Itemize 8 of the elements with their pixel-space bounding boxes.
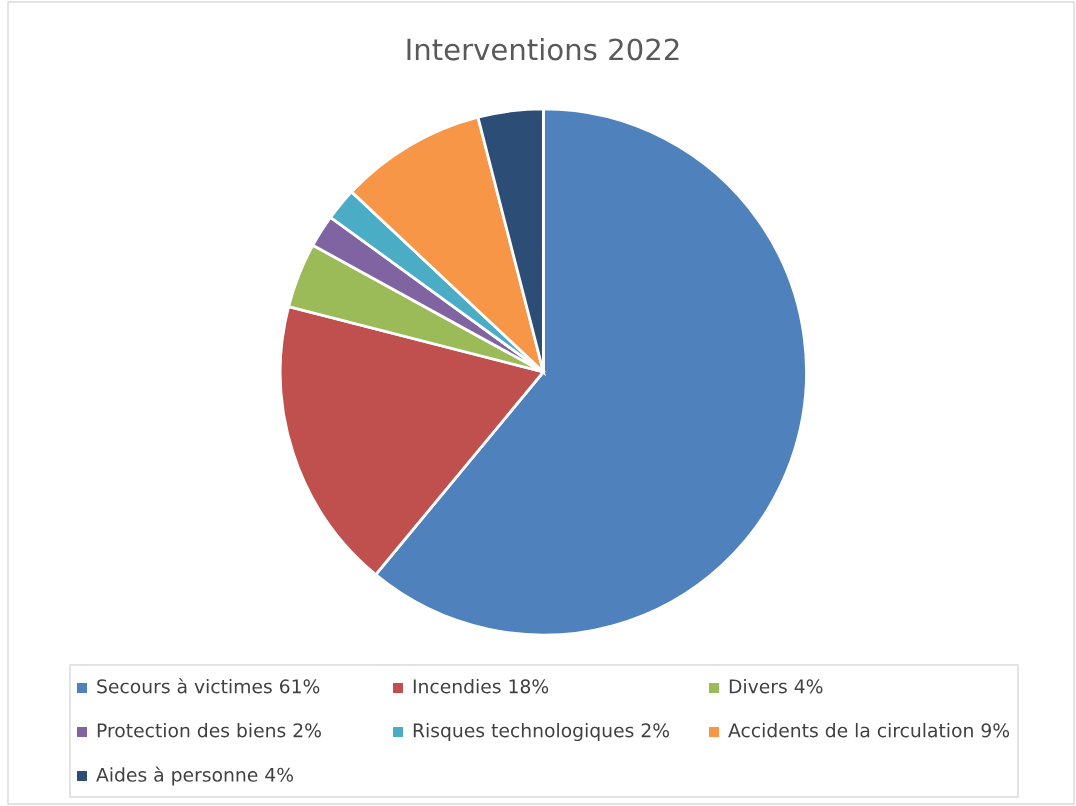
legend-label: Aides à personne 4%: [96, 766, 294, 786]
legend-label: Divers 4%: [729, 678, 823, 694]
legend-label: Incendies 18%: [413, 678, 549, 694]
chart-title: Interventions 2022: [407, 37, 679, 61]
legend-label: Accidents de la circulation 9%: [728, 722, 1010, 738]
legend-label: Risques technologiques 2%: [413, 722, 670, 742]
legend-label: Secours à victimes 61%: [97, 678, 320, 694]
legend-label: Protection des biens 2%: [97, 722, 321, 738]
